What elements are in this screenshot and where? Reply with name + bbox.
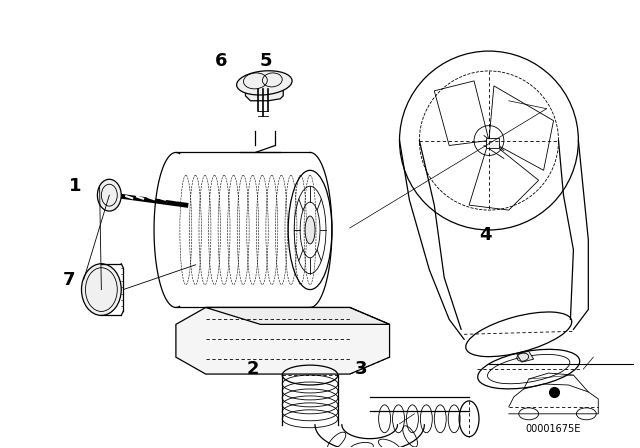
Text: 00001675E: 00001675E [526, 424, 581, 434]
Text: 6: 6 [215, 52, 228, 70]
Text: 4: 4 [479, 226, 492, 244]
Ellipse shape [237, 71, 292, 95]
Polygon shape [246, 89, 284, 101]
Polygon shape [516, 351, 534, 362]
Text: 7: 7 [63, 271, 75, 289]
Polygon shape [205, 307, 390, 324]
Polygon shape [486, 138, 499, 148]
Text: 2: 2 [247, 360, 259, 378]
Text: 1: 1 [69, 177, 81, 195]
Ellipse shape [97, 179, 121, 211]
Polygon shape [176, 307, 390, 374]
Ellipse shape [81, 264, 121, 315]
Ellipse shape [305, 216, 315, 244]
Text: 3: 3 [355, 360, 367, 378]
Text: 5: 5 [260, 52, 272, 70]
